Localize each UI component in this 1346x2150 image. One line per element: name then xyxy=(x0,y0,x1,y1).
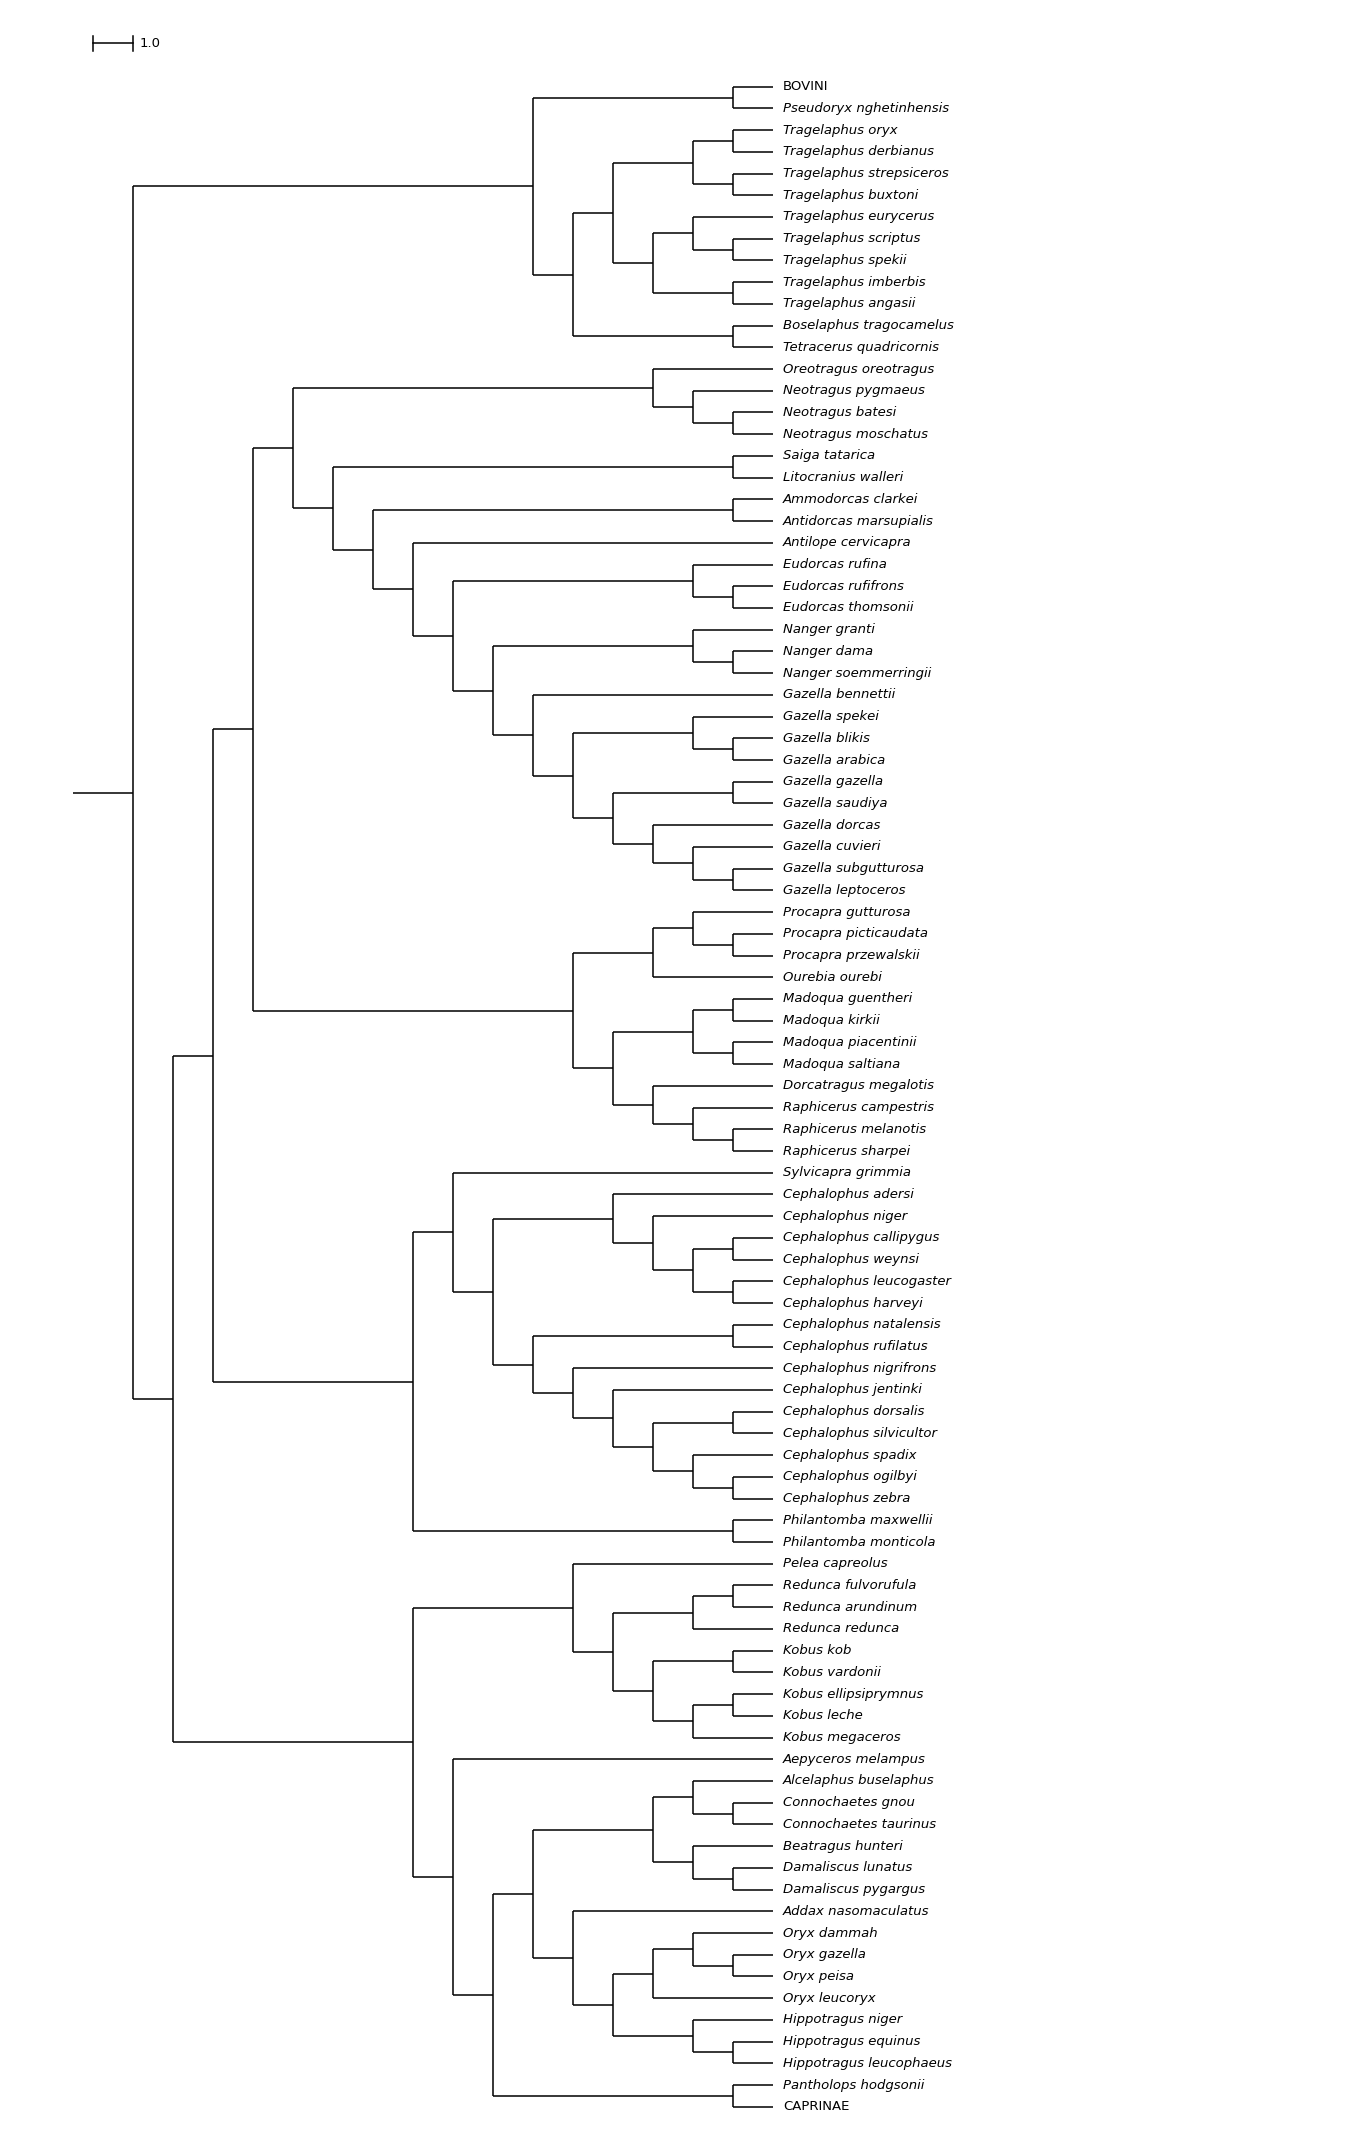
Text: Madoqua saltiana: Madoqua saltiana xyxy=(783,1058,900,1071)
Text: Gazella bennettii: Gazella bennettii xyxy=(783,688,895,701)
Text: 1.0: 1.0 xyxy=(140,37,160,49)
Text: Cephalophus weynsi: Cephalophus weynsi xyxy=(783,1253,919,1266)
Text: Cephalophus ogilbyi: Cephalophus ogilbyi xyxy=(783,1471,917,1484)
Text: Oreotragus oreotragus: Oreotragus oreotragus xyxy=(783,363,934,376)
Text: Ourebia ourebi: Ourebia ourebi xyxy=(783,972,882,985)
Text: Cephalophus nigrifrons: Cephalophus nigrifrons xyxy=(783,1361,937,1374)
Text: Gazella cuvieri: Gazella cuvieri xyxy=(783,841,880,854)
Text: Nanger dama: Nanger dama xyxy=(783,645,874,658)
Text: Sylvicapra grimmia: Sylvicapra grimmia xyxy=(783,1165,911,1178)
Text: Saiga tatarica: Saiga tatarica xyxy=(783,449,875,462)
Text: Tragelaphus buxtoni: Tragelaphus buxtoni xyxy=(783,189,918,202)
Text: Alcelaphus buselaphus: Alcelaphus buselaphus xyxy=(783,1774,934,1787)
Text: Cephalophus silvicultor: Cephalophus silvicultor xyxy=(783,1428,937,1441)
Text: Antilope cervicapra: Antilope cervicapra xyxy=(783,535,911,548)
Text: Philantomba monticola: Philantomba monticola xyxy=(783,1535,935,1548)
Text: Tragelaphus spekii: Tragelaphus spekii xyxy=(783,254,906,267)
Text: Cephalophus harveyi: Cephalophus harveyi xyxy=(783,1296,922,1309)
Text: Hippotragus niger: Hippotragus niger xyxy=(783,2012,902,2027)
Text: Tetracerus quadricornis: Tetracerus quadricornis xyxy=(783,342,940,355)
Text: Neotragus pygmaeus: Neotragus pygmaeus xyxy=(783,385,925,398)
Text: Litocranius walleri: Litocranius walleri xyxy=(783,471,903,484)
Text: Cephalophus jentinki: Cephalophus jentinki xyxy=(783,1382,922,1398)
Text: Nanger soemmerringii: Nanger soemmerringii xyxy=(783,666,931,679)
Text: Philantomba maxwellii: Philantomba maxwellii xyxy=(783,1514,933,1526)
Text: Pseudoryx nghetinhensis: Pseudoryx nghetinhensis xyxy=(783,101,949,114)
Text: Aepyceros melampus: Aepyceros melampus xyxy=(783,1752,926,1765)
Text: Eudorcas rufifrons: Eudorcas rufifrons xyxy=(783,580,903,593)
Text: Gazella dorcas: Gazella dorcas xyxy=(783,819,880,832)
Text: Gazella subgutturosa: Gazella subgutturosa xyxy=(783,862,923,875)
Text: Kobus leche: Kobus leche xyxy=(783,1709,863,1722)
Text: Cephalophus dorsalis: Cephalophus dorsalis xyxy=(783,1406,925,1419)
Text: Gazella spekei: Gazella spekei xyxy=(783,710,879,722)
Text: Kobus kob: Kobus kob xyxy=(783,1645,851,1658)
Text: Gazella arabica: Gazella arabica xyxy=(783,752,886,768)
Text: Cephalophus rufilatus: Cephalophus rufilatus xyxy=(783,1339,927,1352)
Text: Cephalophus niger: Cephalophus niger xyxy=(783,1210,907,1223)
Text: Gazella gazella: Gazella gazella xyxy=(783,776,883,789)
Text: Beatragus hunteri: Beatragus hunteri xyxy=(783,1840,903,1853)
Text: Pantholops hodgsonii: Pantholops hodgsonii xyxy=(783,2079,925,2092)
Text: Cephalophus natalensis: Cephalophus natalensis xyxy=(783,1318,941,1331)
Text: Gazella leptoceros: Gazella leptoceros xyxy=(783,884,906,897)
Text: Raphicerus sharpei: Raphicerus sharpei xyxy=(783,1144,910,1157)
Text: Tragelaphus oryx: Tragelaphus oryx xyxy=(783,123,898,138)
Text: Procapra przewalskii: Procapra przewalskii xyxy=(783,948,919,961)
Text: CAPRINAE: CAPRINAE xyxy=(783,2101,849,2113)
Text: Cephalophus spadix: Cephalophus spadix xyxy=(783,1449,917,1462)
Text: Tragelaphus scriptus: Tragelaphus scriptus xyxy=(783,232,921,245)
Text: Redunca redunca: Redunca redunca xyxy=(783,1623,899,1636)
Text: Redunca fulvorufula: Redunca fulvorufula xyxy=(783,1578,917,1591)
Text: Boselaphus tragocamelus: Boselaphus tragocamelus xyxy=(783,318,954,331)
Text: Hippotragus equinus: Hippotragus equinus xyxy=(783,2036,921,2049)
Text: Cephalophus callipygus: Cephalophus callipygus xyxy=(783,1232,940,1245)
Text: Tragelaphus derbianus: Tragelaphus derbianus xyxy=(783,146,934,159)
Text: Kobus ellipsiprymnus: Kobus ellipsiprymnus xyxy=(783,1688,923,1701)
Text: Neotragus moschatus: Neotragus moschatus xyxy=(783,428,927,441)
Text: Gazella saudiya: Gazella saudiya xyxy=(783,798,887,811)
Text: Eudorcas thomsonii: Eudorcas thomsonii xyxy=(783,602,914,615)
Text: Connochaetes taurinus: Connochaetes taurinus xyxy=(783,1819,935,1832)
Text: Connochaetes gnou: Connochaetes gnou xyxy=(783,1795,915,1808)
Text: Damaliscus pygargus: Damaliscus pygargus xyxy=(783,1883,925,1896)
Text: Cephalophus zebra: Cephalophus zebra xyxy=(783,1492,910,1505)
Text: Antidorcas marsupialis: Antidorcas marsupialis xyxy=(783,514,934,527)
Text: Madoqua kirkii: Madoqua kirkii xyxy=(783,1015,880,1028)
Text: Eudorcas rufina: Eudorcas rufina xyxy=(783,559,887,572)
Text: BOVINI: BOVINI xyxy=(783,80,828,92)
Text: Neotragus batesi: Neotragus batesi xyxy=(783,406,896,419)
Text: Madoqua piacentinii: Madoqua piacentinii xyxy=(783,1036,917,1049)
Text: Kobus vardonii: Kobus vardonii xyxy=(783,1666,880,1679)
Text: Oryx peisa: Oryx peisa xyxy=(783,1969,853,1982)
Text: Damaliscus lunatus: Damaliscus lunatus xyxy=(783,1862,913,1875)
Text: Nanger granti: Nanger granti xyxy=(783,624,875,636)
Text: Procapra gutturosa: Procapra gutturosa xyxy=(783,905,910,918)
Text: Tragelaphus imberbis: Tragelaphus imberbis xyxy=(783,275,926,288)
Text: Madoqua guentheri: Madoqua guentheri xyxy=(783,993,913,1006)
Text: Oryx gazella: Oryx gazella xyxy=(783,1948,865,1961)
Text: Pelea capreolus: Pelea capreolus xyxy=(783,1557,887,1570)
Text: Oryx dammah: Oryx dammah xyxy=(783,1926,878,1939)
Text: Dorcatragus megalotis: Dorcatragus megalotis xyxy=(783,1079,934,1092)
Text: Tragelaphus angasii: Tragelaphus angasii xyxy=(783,297,915,310)
Text: Redunca arundinum: Redunca arundinum xyxy=(783,1602,917,1615)
Text: Procapra picticaudata: Procapra picticaudata xyxy=(783,927,927,940)
Text: Tragelaphus eurycerus: Tragelaphus eurycerus xyxy=(783,211,934,224)
Text: Gazella blikis: Gazella blikis xyxy=(783,731,870,744)
Text: Cephalophus leucogaster: Cephalophus leucogaster xyxy=(783,1275,950,1288)
Text: Kobus megaceros: Kobus megaceros xyxy=(783,1731,900,1744)
Text: Ammodorcas clarkei: Ammodorcas clarkei xyxy=(783,492,918,505)
Text: Hippotragus leucophaeus: Hippotragus leucophaeus xyxy=(783,2058,952,2070)
Text: Raphicerus campestris: Raphicerus campestris xyxy=(783,1101,934,1114)
Text: Tragelaphus strepsiceros: Tragelaphus strepsiceros xyxy=(783,168,949,181)
Text: Oryx leucoryx: Oryx leucoryx xyxy=(783,1991,875,2004)
Text: Addax nasomaculatus: Addax nasomaculatus xyxy=(783,1905,930,1918)
Text: Raphicerus melanotis: Raphicerus melanotis xyxy=(783,1122,926,1135)
Text: Cephalophus adersi: Cephalophus adersi xyxy=(783,1189,914,1202)
